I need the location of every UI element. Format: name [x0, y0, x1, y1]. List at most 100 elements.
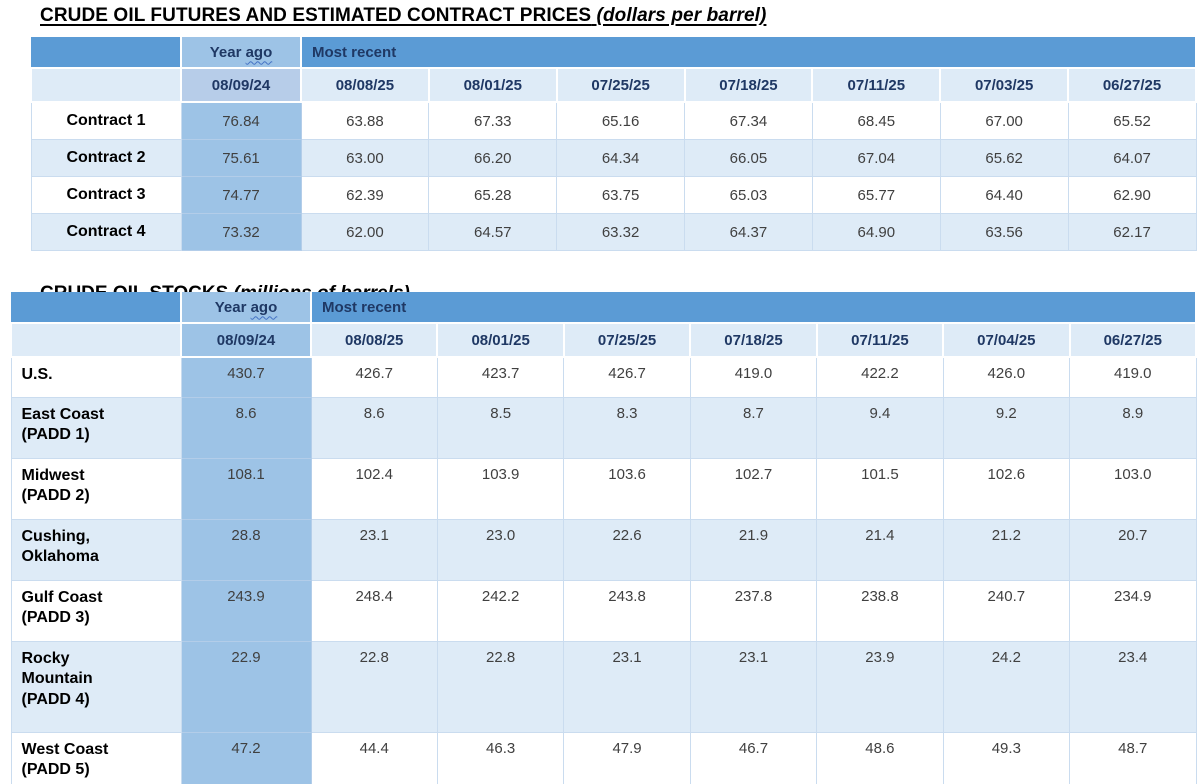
- stocks-header-band: Year ago Most recent: [11, 292, 1197, 324]
- value-cell: 63.00: [300, 139, 430, 177]
- futures-table: Year ago Most recent 08/09/24 08/08/25 0…: [30, 37, 1197, 251]
- value-cell: 237.8: [689, 579, 818, 642]
- table-row: Gulf Coast (PADD 3) 243.9 248.4 242.2 24…: [10, 579, 1197, 642]
- date-header: 07/03/25: [939, 67, 1070, 103]
- value-cell: 242.2: [436, 579, 565, 642]
- value-cell: 21.4: [816, 518, 944, 581]
- value-cell: 62.90: [1067, 176, 1197, 214]
- futures-title-unit: (dollars per barrel): [596, 5, 767, 26]
- value-cell: 8.7: [689, 396, 818, 459]
- table-row: Contract 4 73.32 62.00 64.57 63.32 64.37…: [30, 213, 1197, 251]
- stocks-year-ago-date: 08/09/24: [180, 322, 312, 358]
- value-cell: 20.7: [1069, 518, 1197, 581]
- report-page: CRUDE OIL FUTURES AND ESTIMATED CONTRACT…: [0, 5, 1200, 784]
- value-cell: 66.05: [684, 139, 813, 177]
- futures-year-ago-header: Year ago: [180, 37, 302, 69]
- year-ago-value: 47.2: [180, 731, 312, 784]
- date-header: 08/08/25: [309, 322, 439, 358]
- value-cell: 248.4: [310, 579, 438, 642]
- futures-date-row: 08/09/24 08/08/25 08/01/25 07/25/25 07/1…: [30, 67, 1197, 103]
- value-cell: 426.7: [563, 356, 691, 398]
- futures-year-ago-date: 08/09/24: [180, 67, 302, 103]
- table-row: U.S. 430.7 426.7 423.7 426.7 419.0 422.2…: [10, 356, 1197, 398]
- value-cell: 426.7: [310, 356, 438, 398]
- stocks-date-row: 08/09/24 08/08/25 08/01/25 07/25/25 07/1…: [10, 322, 1198, 358]
- value-cell: 64.90: [811, 213, 941, 251]
- date-header: 08/01/25: [427, 67, 558, 103]
- table-row: Contract 3 74.77 62.39 65.28 63.75 65.03…: [30, 176, 1197, 214]
- value-cell: 24.2: [942, 640, 1071, 733]
- value-cell: 65.16: [556, 101, 686, 140]
- stocks-most-recent-header: Most recent: [310, 292, 1197, 324]
- year-ago-squiggle-word: ago: [250, 298, 278, 316]
- value-cell: 22.8: [436, 640, 565, 733]
- date-header: 07/18/25: [683, 67, 814, 103]
- table-row: Midwest (PADD 2) 108.1 102.4 103.9 103.6…: [10, 457, 1197, 520]
- value-cell: 62.00: [300, 213, 430, 251]
- value-cell: 67.34: [684, 101, 813, 140]
- value-cell: 8.3: [563, 396, 691, 459]
- value-cell: 67.33: [428, 101, 558, 140]
- row-label: Contract 4: [30, 213, 182, 251]
- value-cell: 48.7: [1069, 731, 1197, 784]
- row-label: Midwest (PADD 2): [10, 457, 182, 520]
- date-header: 07/11/25: [811, 67, 942, 103]
- value-cell: 21.9: [689, 518, 818, 581]
- value-cell: 22.6: [563, 518, 691, 581]
- year-ago-value: 22.9: [180, 640, 312, 733]
- year-ago-value: 75.61: [180, 139, 302, 177]
- value-cell: 65.03: [684, 176, 813, 214]
- table-row: Contract 2 75.61 63.00 66.20 64.34 66.05…: [30, 139, 1197, 177]
- futures-title-text: CRUDE OIL FUTURES AND ESTIMATED CONTRACT…: [40, 5, 592, 26]
- value-cell: 8.5: [436, 396, 565, 459]
- value-cell: 101.5: [816, 457, 944, 520]
- stocks-year-ago-header: Year ago: [180, 292, 312, 324]
- value-cell: 67.04: [811, 139, 941, 177]
- row-label: Contract 2: [30, 139, 182, 177]
- value-cell: 63.75: [556, 176, 686, 214]
- table-row: Contract 1 76.84 63.88 67.33 65.16 67.34…: [30, 101, 1197, 140]
- value-cell: 66.20: [428, 139, 558, 177]
- value-cell: 426.0: [942, 356, 1071, 398]
- value-cell: 64.57: [428, 213, 558, 251]
- year-ago-value: 430.7: [180, 356, 312, 398]
- stocks-table: Year ago Most recent 08/09/24 08/08/25 0…: [10, 292, 1198, 784]
- value-cell: 23.4: [1069, 640, 1197, 733]
- table-row: East Coast (PADD 1) 8.6 8.6 8.5 8.3 8.7 …: [10, 396, 1197, 459]
- value-cell: 65.77: [811, 176, 941, 214]
- value-cell: 65.28: [428, 176, 558, 214]
- date-header: 06/27/25: [1067, 67, 1197, 103]
- value-cell: 22.8: [310, 640, 438, 733]
- value-cell: 243.8: [563, 579, 691, 642]
- date-header: 07/04/25: [942, 322, 1071, 358]
- row-label: U.S.: [10, 356, 182, 398]
- value-cell: 63.32: [556, 213, 686, 251]
- date-header: 08/08/25: [300, 67, 430, 103]
- date-header: 07/18/25: [689, 322, 818, 358]
- value-cell: 65.52: [1067, 101, 1197, 140]
- value-cell: 64.37: [684, 213, 813, 251]
- value-cell: 419.0: [1069, 356, 1197, 398]
- value-cell: 46.3: [436, 731, 565, 784]
- value-cell: 102.4: [310, 457, 438, 520]
- value-cell: 8.6: [310, 396, 438, 459]
- futures-corner-cell: [31, 37, 182, 69]
- value-cell: 44.4: [310, 731, 438, 784]
- date-header: 08/01/25: [436, 322, 565, 358]
- year-ago-value: 28.8: [180, 518, 312, 581]
- value-cell: 48.6: [816, 731, 944, 784]
- value-cell: 423.7: [436, 356, 565, 398]
- row-label: Contract 3: [30, 176, 182, 214]
- value-cell: 63.56: [939, 213, 1069, 251]
- value-cell: 62.17: [1067, 213, 1197, 251]
- table-row: West Coast (PADD 5) 47.2 44.4 46.3 47.9 …: [10, 731, 1197, 784]
- value-cell: 21.2: [942, 518, 1071, 581]
- value-cell: 9.4: [816, 396, 944, 459]
- futures-most-recent-header: Most recent: [300, 37, 1197, 69]
- futures-date-label-cell: [30, 67, 182, 103]
- date-header: 07/25/25: [562, 322, 692, 358]
- row-label: East Coast (PADD 1): [10, 396, 182, 459]
- value-cell: 102.6: [942, 457, 1071, 520]
- value-cell: 64.40: [939, 176, 1069, 214]
- value-cell: 102.7: [689, 457, 818, 520]
